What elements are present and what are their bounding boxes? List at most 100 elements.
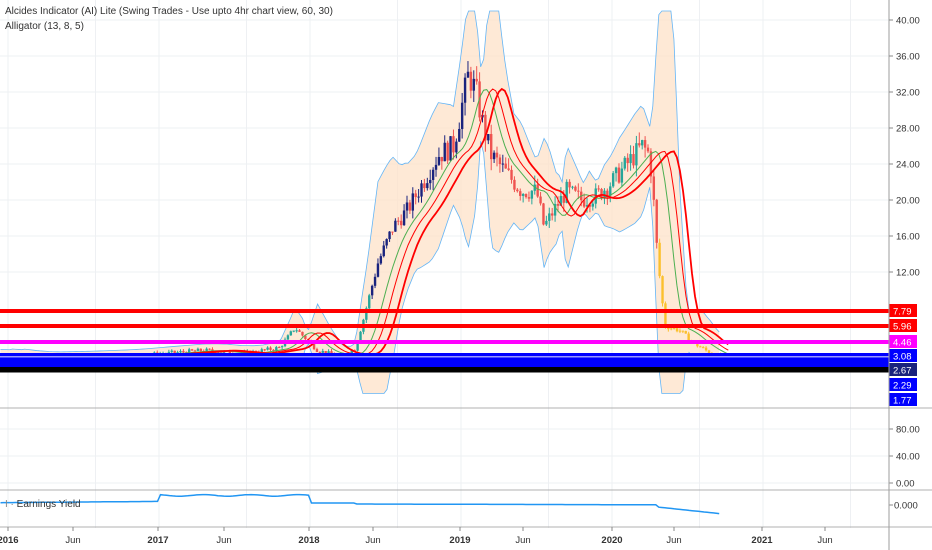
- candle-body: [295, 330, 298, 332]
- candle-body: [632, 154, 635, 166]
- candle-body: [370, 285, 374, 296]
- candle-body: [524, 194, 528, 198]
- candle-body: [440, 156, 444, 162]
- candle-body: [513, 179, 516, 190]
- candle-body: [301, 331, 304, 336]
- candle-body: [530, 190, 534, 199]
- candle-body: [487, 134, 490, 141]
- candle-body: [635, 143, 638, 166]
- candle-body: [553, 203, 557, 216]
- candle-body: [356, 341, 359, 351]
- time-tick-label: Jun: [365, 535, 380, 546]
- candle-body: [397, 220, 400, 222]
- candle-body: [365, 308, 368, 320]
- candle-body: [704, 347, 708, 351]
- candle-body: [188, 349, 191, 354]
- time-tick-label: 2017: [147, 535, 168, 546]
- price-tick-label: 28.00: [896, 124, 920, 135]
- candle-body: [350, 350, 354, 354]
- candle-body: [228, 350, 232, 354]
- candle-body: [199, 348, 203, 352]
- candle-body: [629, 154, 632, 164]
- candle-body: [469, 71, 473, 91]
- candle-body: [327, 351, 330, 355]
- candle-body: [606, 190, 609, 196]
- candle-body: [208, 348, 211, 350]
- candle-body: [472, 78, 475, 91]
- candle-body: [545, 220, 548, 225]
- candle-body: [272, 349, 275, 351]
- candle-body: [495, 152, 499, 158]
- time-tick-label: 2018: [298, 535, 319, 546]
- candle-body: [577, 190, 580, 192]
- candle-body: [542, 203, 545, 225]
- candle-body: [373, 276, 377, 286]
- candle-body: [429, 179, 432, 184]
- level-price-tag: [889, 393, 917, 406]
- candle-body: [324, 350, 327, 355]
- ind-tick-label: 0.00: [896, 479, 915, 490]
- earnings-yield-line: [0, 493, 720, 515]
- candle-body: [498, 157, 502, 165]
- candle-body: [684, 331, 687, 334]
- candle-body: [649, 151, 653, 177]
- candle-body: [571, 186, 574, 188]
- candle-body: [298, 330, 301, 332]
- candle-body: [452, 136, 455, 153]
- candle-body: [280, 346, 284, 348]
- candle-body: [701, 347, 705, 349]
- candle-body: [176, 352, 179, 354]
- candle-body: [466, 71, 470, 78]
- candle-body: [492, 152, 496, 160]
- candle-body: [411, 193, 414, 211]
- time-tick-label: 2016: [0, 535, 19, 546]
- candle-body: [536, 184, 539, 197]
- candle-body: [379, 256, 383, 264]
- price-tick-label: 12.00: [896, 268, 920, 279]
- level-price-tag: [889, 363, 917, 376]
- candle-body: [420, 183, 423, 197]
- candle-body: [426, 183, 429, 189]
- candle-body: [591, 203, 595, 207]
- price-tick-label: 36.00: [896, 52, 920, 63]
- level-price-label: 2.29: [893, 381, 912, 392]
- candle-body: [269, 347, 272, 350]
- candle-body: [658, 242, 661, 277]
- time-tick-label: Jun: [666, 535, 681, 546]
- time-tick-label: Jun: [817, 535, 832, 546]
- level-price-label: 5.96: [893, 322, 912, 333]
- indicator-title: Alcides Indicator (AI) Lite (Swing Trade…: [5, 6, 333, 17]
- candle-body: [626, 157, 629, 164]
- candle-body: [623, 157, 626, 169]
- candle-body: [638, 143, 641, 146]
- candle-body: [559, 195, 563, 206]
- candle-body: [263, 349, 266, 351]
- candle-body: [455, 141, 458, 153]
- candle-body: [408, 202, 412, 211]
- candle-body: [507, 168, 510, 170]
- candle-body: [286, 335, 290, 340]
- candle-body: [437, 156, 441, 165]
- candle-body: [611, 173, 615, 187]
- candle-body: [423, 183, 426, 189]
- level-price-label: 4.46: [893, 338, 912, 349]
- candle-body: [179, 351, 182, 353]
- candle-body: [190, 349, 194, 351]
- candle-body: [289, 331, 293, 336]
- candle-body: [402, 210, 406, 226]
- candle-body: [304, 335, 307, 340]
- candle-body: [405, 202, 409, 211]
- level-price-tag: [889, 349, 917, 362]
- level-line: [0, 309, 889, 313]
- candle-body: [475, 78, 478, 82]
- candle-body: [205, 348, 208, 352]
- candle-body: [675, 328, 679, 332]
- candle-body: [655, 199, 658, 243]
- candle-body: [646, 147, 650, 152]
- candle-body: [562, 195, 565, 203]
- candle-body: [652, 176, 656, 200]
- lower-panes: [0, 407, 932, 528]
- candle-body: [388, 231, 391, 240]
- candle-body: [641, 140, 644, 146]
